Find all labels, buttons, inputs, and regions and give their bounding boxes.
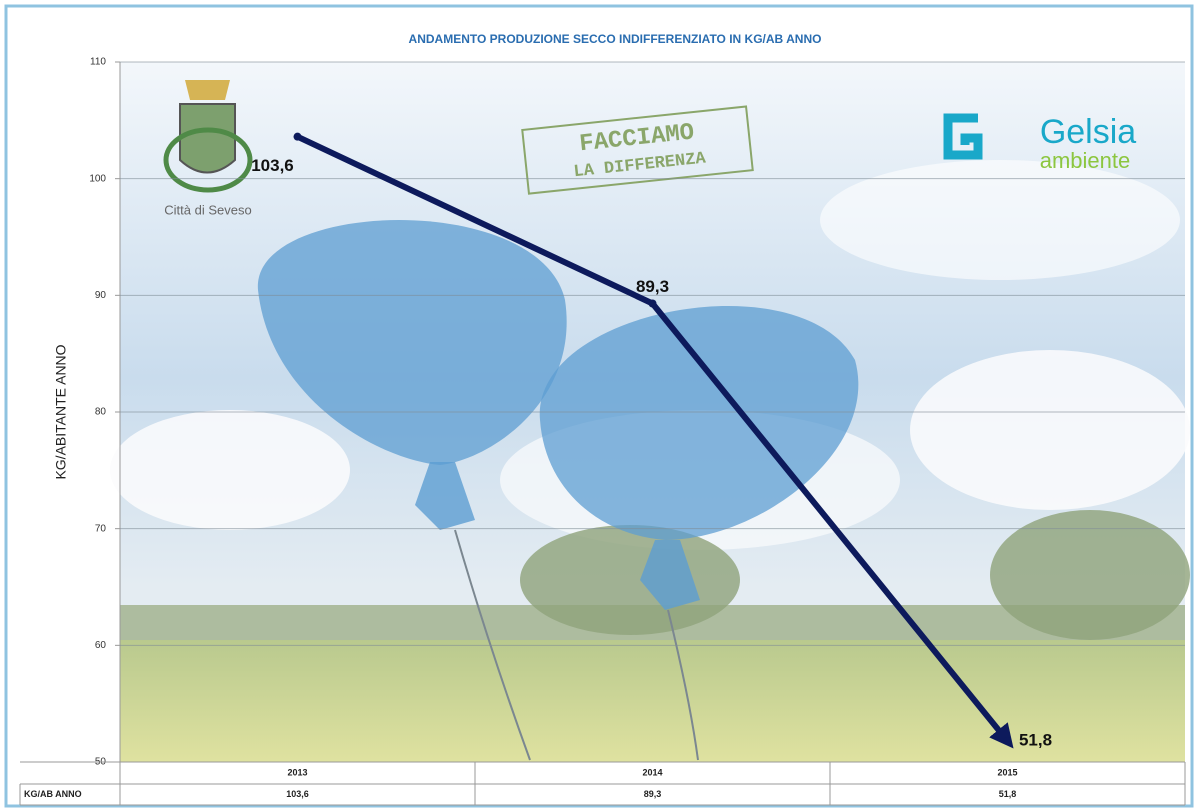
table-value: 51,8 xyxy=(999,789,1017,799)
y-tick-label: 110 xyxy=(90,57,106,68)
y-tick-label: 100 xyxy=(89,173,106,184)
city-name: Città di Seveso xyxy=(164,202,251,217)
brand-sub: ambiente xyxy=(1040,148,1131,173)
data-point xyxy=(648,299,657,308)
y-tick-label: 70 xyxy=(95,523,107,534)
table-value: 103,6 xyxy=(286,789,309,799)
y-tick-label: 90 xyxy=(95,290,107,301)
table-value: 89,3 xyxy=(644,789,662,799)
x-tick-label: 2015 xyxy=(997,767,1017,777)
data-label: 51,8 xyxy=(1019,730,1052,749)
x-tick-label: 2013 xyxy=(287,767,307,777)
chart-title: ANDAMENTO PRODUZIONE SECCO INDIFFERENZIA… xyxy=(409,32,822,46)
data-point xyxy=(293,132,302,141)
y-axis-label: KG/ABITANTE ANNO xyxy=(53,344,69,479)
x-tick-label: 2014 xyxy=(642,767,662,777)
city-logo xyxy=(163,80,253,193)
brand-icon xyxy=(943,113,983,160)
brand-name: Gelsia xyxy=(1040,113,1136,151)
data-point xyxy=(1003,737,1012,745)
y-tick-label: 80 xyxy=(95,407,107,418)
data-label: 89,3 xyxy=(636,277,669,296)
data-label: 103,6 xyxy=(251,156,294,175)
table-row-label: KG/AB ANNO xyxy=(24,789,82,799)
y-tick-label: 60 xyxy=(95,640,107,651)
